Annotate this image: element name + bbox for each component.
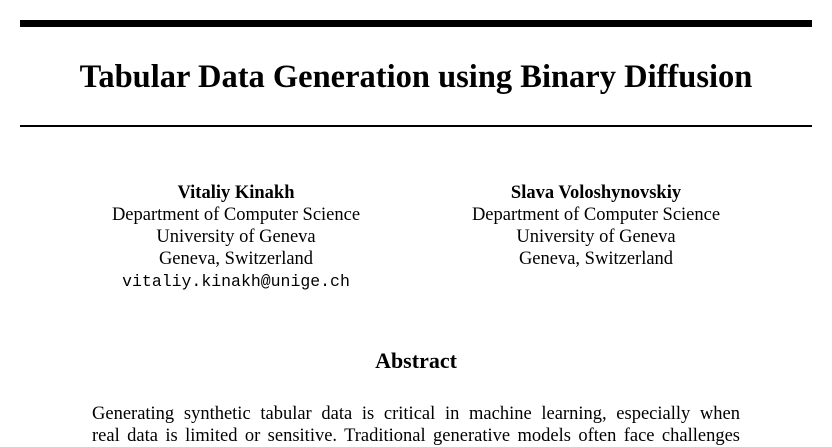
author-department: Department of Computer Science xyxy=(471,205,721,225)
author-department: Department of Computer Science xyxy=(111,205,361,225)
author-institution: University of Geneva xyxy=(156,227,316,247)
author-name: Vitaliy Kinakh xyxy=(177,183,295,203)
paper-title: Tabular Data Generation using Binary Dif… xyxy=(79,59,753,95)
abstract-heading: Abstract xyxy=(375,348,457,373)
author-institution: University of Geneva xyxy=(516,227,676,247)
author-location: Geneva, Switzerland xyxy=(158,249,314,269)
abstract-line: real data is limited or sensitive. Tradi… xyxy=(92,426,740,446)
author-block-2: Slava Voloshynovskiy Department of Compu… xyxy=(446,182,746,270)
title-top-rule xyxy=(20,20,812,27)
author-location: Geneva, Switzerland xyxy=(518,249,674,269)
abstract-line: Generating synthetic tabular data is cri… xyxy=(92,404,740,424)
title-bottom-rule xyxy=(20,125,812,127)
author-block-1: Vitaliy Kinakh Department of Computer Sc… xyxy=(86,182,386,293)
abstract-body: Generating synthetic tabular data is cri… xyxy=(92,403,740,447)
author-name: Slava Voloshynovskiy xyxy=(510,183,682,203)
author-email[interactable]: vitaliy.kinakh@unige.ch xyxy=(122,272,350,291)
